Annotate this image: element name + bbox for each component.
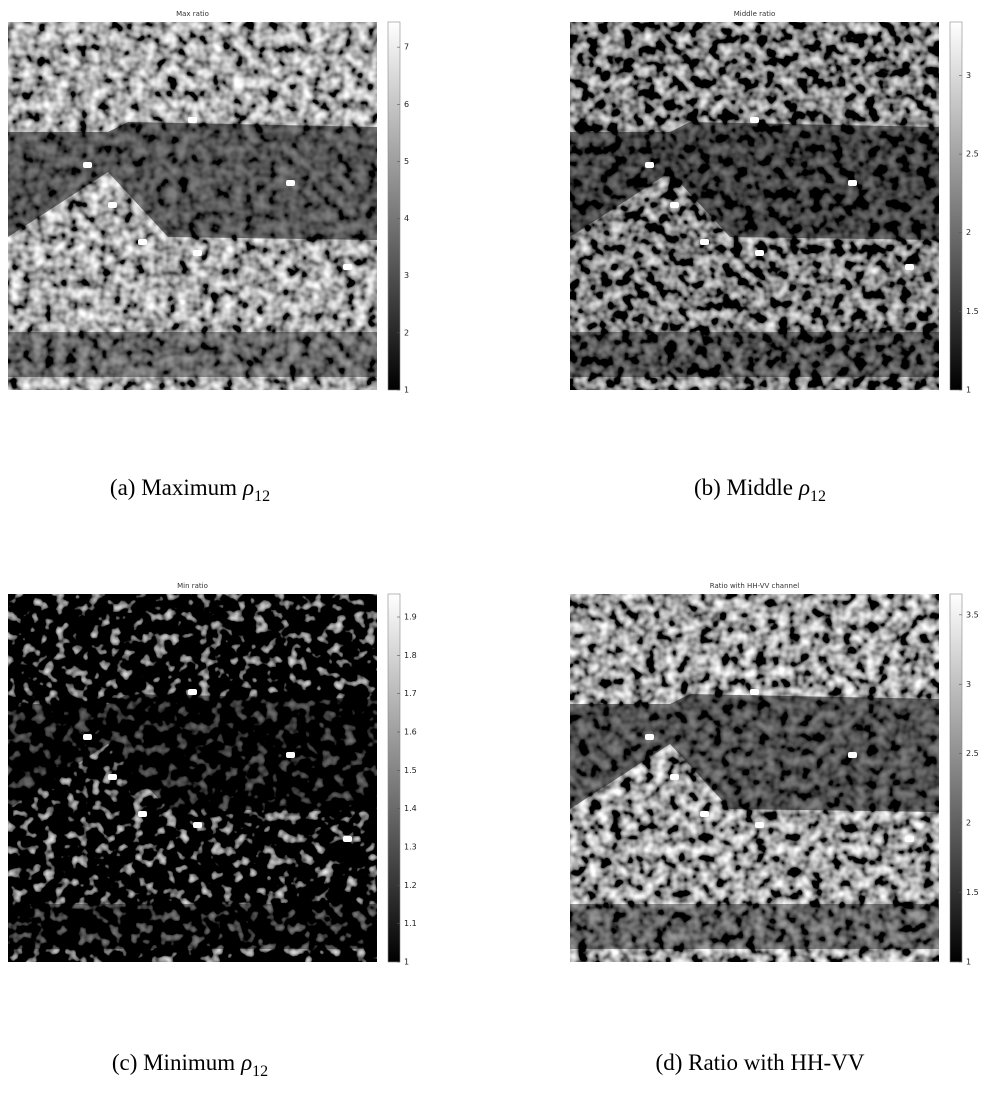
bright-target [193,250,202,256]
dark-band [8,332,377,377]
colorbar-tick-label: 1 [966,958,971,967]
caption-label: (a) Maximum [110,475,237,500]
panel: Ratio with HH-VV channel 1 1.5 2 2.5 3 3.5 (d) … [570,582,979,1075]
caption-symbol: ρ [798,475,810,500]
caption: (c) Minimum ρ12 [112,1050,268,1080]
panel-title: Min ratio [177,582,208,590]
caption-label: (c) Minimum [112,1050,235,1075]
panel-title: Max ratio [176,10,209,18]
bright-target [286,752,295,758]
colorbar-tick-label: 7 [404,43,409,52]
colorbar-tick-label: 2 [404,328,409,337]
colorbar-tick-label: 1 [404,386,409,395]
bright-target [188,117,197,123]
panel: Min ratio 1 1.1 1.2 1.3 1.4 1.5 1.6 1.7 1.8 1.9 (c)… [8,582,417,1080]
colorbar [387,21,401,391]
colorbar-tick-label: 2.5 [966,749,979,758]
bright-target [138,811,147,817]
bright-target [343,264,352,270]
caption: (d) Ratio with HH-VV [656,1050,865,1075]
colorbar [949,593,963,963]
colorbar [387,593,401,963]
colorbar-tick-label: 1.3 [404,843,417,852]
colorbar [949,21,963,391]
dark-region [8,694,377,812]
bright-target [83,734,92,740]
colorbar-tick-label: 1.9 [404,613,417,622]
colorbar-tick-label: 3 [966,71,971,80]
colorbar-tick-label: 1.1 [404,919,417,928]
colorbar-tick-label: 1.5 [966,888,979,897]
colorbar-tick-label: 1 [966,386,971,395]
colorbar-tick-label: 2 [966,819,971,828]
dark-region [570,122,939,240]
caption-subscript: 12 [810,488,826,505]
colorbar-tick-label: 4 [404,214,409,223]
bright-target [188,689,197,695]
bright-target [848,752,857,758]
caption-symbol: ρ [242,475,254,500]
colorbar-tick-label: 5 [404,157,409,166]
bright-target [83,162,92,168]
panel-title: Ratio with HH-VV channel [710,582,799,590]
caption-symbol: ρ [240,1050,252,1075]
dark-band [570,332,939,377]
panel-title: Middle ratio [734,10,776,18]
bright-target [755,250,764,256]
bright-target [670,202,679,208]
colorbar-tick-label: 6 [404,100,409,109]
bright-target [645,734,654,740]
colorbar-tick-label: 2 [966,228,971,237]
colorbar-tick-label: 1.5 [404,766,417,775]
bright-target [343,836,352,842]
colorbar-tick-label: 1.6 [404,728,417,737]
caption: (b) Middle ρ12 [694,475,826,505]
bright-target [108,202,117,208]
colorbar-tick-label: 1.4 [404,804,417,813]
caption-label: (b) Middle [694,475,793,500]
colorbar-tick-label: 3.5 [966,610,979,619]
colorbar-tick-label: 1.5 [966,307,979,316]
bright-target [700,811,709,817]
bright-target [108,774,117,780]
bright-target [848,180,857,186]
colorbar-tick-label: 1.7 [404,689,417,698]
colorbar-tick-label: 3 [404,271,409,280]
bright-target [750,117,759,123]
colorbar-tick-label: 3 [966,680,971,689]
caption-subscript: 12 [252,1063,268,1080]
colorbar-tick-label: 1 [404,958,409,967]
dark-band [8,904,377,949]
bright-target [138,239,147,245]
caption-subscript: 12 [254,488,270,505]
caption: (a) Maximum ρ12 [110,475,270,505]
bright-target [750,689,759,695]
dark-region [570,694,939,812]
bright-target [286,180,295,186]
dark-band [570,904,939,949]
bright-target [700,239,709,245]
bright-target [755,822,764,828]
bright-target [905,264,914,270]
colorbar-tick-label: 2.5 [966,150,979,159]
panel: Middle ratio 1 1.5 2 2.5 3 (b) Middle ρ12 [570,10,979,505]
caption-label: (d) Ratio with HH-VV [656,1050,865,1075]
colorbar-tick-label: 1.8 [404,651,417,660]
bright-target [905,836,914,842]
bright-target [670,774,679,780]
bright-target [645,162,654,168]
dark-region [8,122,377,240]
colorbar-tick-label: 1.2 [404,881,417,890]
bright-target [193,822,202,828]
